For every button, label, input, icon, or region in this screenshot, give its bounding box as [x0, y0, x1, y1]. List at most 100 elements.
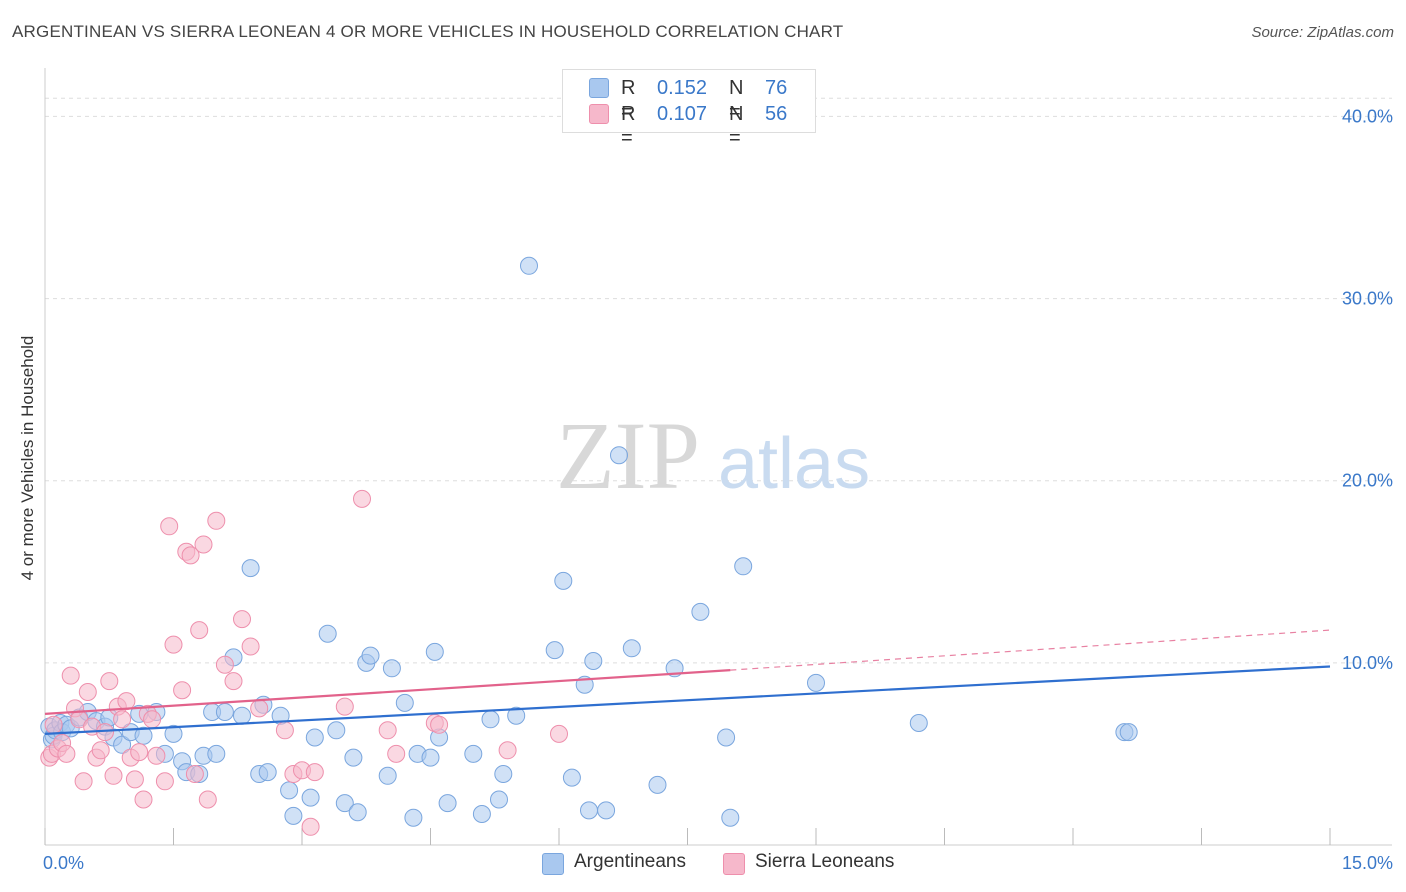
argentinean-point	[494, 765, 513, 783]
data-points	[40, 256, 1138, 836]
sierra-leonean-trend-line	[44, 669, 731, 715]
sierra-leonean-point	[100, 672, 119, 691]
argentinean-point	[318, 624, 337, 643]
argentinean-point	[361, 646, 380, 665]
argentinean-point	[344, 748, 363, 767]
argentinean-point	[545, 641, 564, 660]
legend-swatch-blue	[589, 78, 609, 98]
sierra-leonean-point	[301, 817, 320, 836]
legend-r-label: R =	[621, 103, 636, 149]
tick-labels: 10.0% 20.0% 30.0% 40.0% 0.0% 15.0%	[43, 106, 1393, 873]
argentinean-point	[584, 652, 603, 670]
argentinean-point	[382, 659, 401, 678]
argentinean-point	[438, 794, 457, 813]
legend-n-value: 76	[765, 77, 788, 99]
sierra-leonean-point	[181, 546, 200, 565]
axes	[44, 68, 1392, 846]
sierra-leonean-point	[190, 621, 209, 640]
legend-swatch-sierra-leoneans	[723, 853, 745, 875]
legend-n-value: 56	[765, 103, 788, 125]
sierra-leonean-point	[250, 699, 269, 718]
argentinean-point	[721, 808, 740, 827]
x-tick-label: 15.0%	[1342, 853, 1393, 873]
argentinean-point	[113, 735, 132, 754]
legend-n-label: N =	[729, 77, 744, 123]
sierra-leonean-point	[215, 655, 234, 674]
argentinean-point	[421, 748, 440, 767]
argentinean-point	[597, 801, 616, 820]
argentinean-trend-line	[44, 665, 1331, 735]
watermark-atlas: atlas	[718, 424, 870, 504]
sierra-leonean-point	[378, 721, 397, 740]
sierra-leonean-point	[143, 710, 162, 729]
chart-title: ARGENTINEAN VS SIERRA LEONEAN 4 OR MORE …	[12, 22, 844, 41]
argentinean-point	[734, 557, 753, 576]
sierra-leonean-point	[44, 715, 63, 734]
sierra-leonean-point	[233, 610, 251, 629]
sierra-leonean-point	[387, 744, 406, 763]
argentinean-point	[520, 256, 538, 275]
argentinean-point	[207, 744, 226, 763]
argentinean-point	[554, 571, 573, 590]
sierra-leonean-point	[74, 772, 93, 791]
argentinean-point	[481, 710, 500, 729]
y-tick-label: 10.0%	[1342, 653, 1393, 673]
argentinean-point	[610, 446, 628, 465]
y-tick-label: 30.0%	[1342, 289, 1393, 309]
trend-lines	[44, 629, 1331, 735]
argentinean-point	[648, 775, 667, 794]
argentinean-point	[404, 808, 423, 827]
argentinean-point	[378, 766, 397, 785]
y-tick-label: 40.0%	[1342, 106, 1393, 126]
x-tick-label: 0.0%	[43, 853, 84, 873]
argentinean-point	[241, 559, 260, 578]
argentinean-point	[327, 721, 346, 740]
argentinean-point	[233, 706, 251, 725]
legend-label-argentineans: Argentineans	[574, 851, 686, 872]
sierra-leonean-point	[185, 765, 204, 783]
sierra-leonean-point	[78, 683, 97, 701]
source-label: Source: ZipAtlas.com	[1251, 24, 1394, 41]
legend-swatch-pink	[589, 104, 609, 124]
y-tick-label: 20.0%	[1342, 471, 1393, 491]
argentinean-point	[807, 673, 825, 692]
sierra-leonean-point	[207, 511, 226, 530]
sierra-leonean-point	[104, 766, 123, 785]
argentinean-point	[1119, 723, 1138, 742]
argentinean-point	[301, 788, 320, 807]
gridlines	[45, 97, 1392, 664]
legend-label-sierra-leoneans: Sierra Leoneans	[755, 851, 895, 872]
sierra-leonean-point	[147, 746, 166, 765]
sierra-leonean-point	[550, 724, 568, 743]
sierra-leonean-trend-extension	[730, 629, 1331, 671]
argentinean-point	[580, 801, 598, 820]
watermark-zip: ZIP	[556, 402, 700, 509]
argentinean-point	[280, 781, 299, 800]
sierra-leonean-point	[305, 763, 324, 782]
legend-n-label: N =	[729, 103, 744, 149]
sierra-leonean-point	[275, 721, 294, 740]
sierra-leonean-point	[498, 741, 517, 760]
argentinean-point	[395, 693, 414, 712]
sierra-leonean-point	[160, 517, 179, 536]
argentinean-point	[472, 805, 491, 823]
sierra-leonean-point	[61, 666, 80, 685]
sierra-leonean-point	[173, 681, 192, 700]
argentinean-point	[335, 794, 354, 813]
legend-swatch-argentineans	[542, 853, 564, 875]
argentinean-point	[258, 763, 277, 782]
argentinean-point	[622, 639, 641, 658]
correlation-legend: R = 0.152 N = 76 R = 0.107 N = 56	[562, 69, 816, 149]
sierra-leonean-point	[241, 637, 260, 656]
sierra-leonean-point	[194, 535, 213, 554]
argentinean-point	[425, 642, 444, 661]
sierra-leonean-point	[224, 672, 243, 691]
legend-r-value: 0.107	[657, 103, 708, 125]
sierra-leonean-point	[91, 741, 110, 760]
sierra-leonean-point	[134, 790, 153, 809]
argentinean-point	[909, 714, 928, 732]
sierra-leonean-point	[430, 715, 449, 734]
sierra-leonean-point	[130, 743, 149, 762]
argentinean-point	[305, 728, 324, 747]
